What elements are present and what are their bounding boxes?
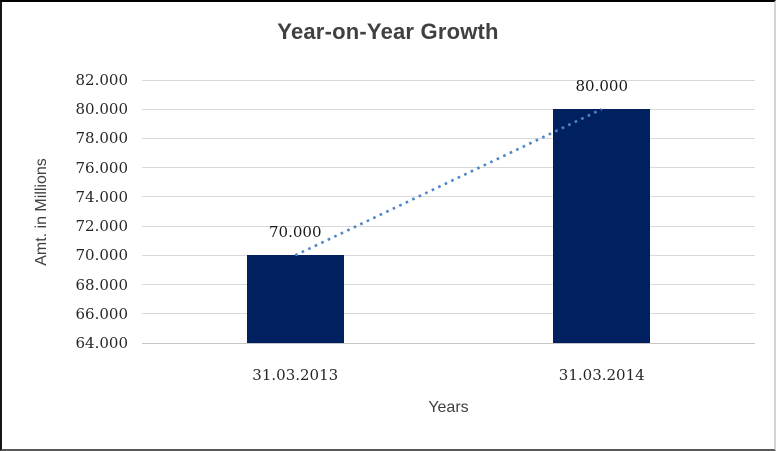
x-axis-tick-label: 31.03.2014 [558, 366, 645, 384]
y-axis-tick-label: 76.000 [75, 158, 129, 177]
gridline [142, 167, 755, 169]
y-axis-tick-label: 66.000 [75, 304, 129, 323]
bar-31.03.2013 [246, 255, 344, 343]
y-axis-tick-label: 78.000 [75, 129, 129, 148]
x-axis-line [142, 342, 755, 344]
chart-title: Year-on-Year Growth [277, 19, 499, 44]
gridline [142, 284, 755, 286]
x-axis-tick-label: 31.03.2013 [252, 366, 339, 384]
y-axis-tick-label: 82.000 [75, 71, 129, 89]
gridline [142, 225, 755, 227]
y-axis-tick-label: 72.000 [75, 217, 129, 236]
bar-value-label: 70.000 [269, 223, 322, 242]
bar-31.03.2014 [553, 109, 651, 343]
gridline [142, 137, 755, 139]
y-axis-tick-label: 74.000 [75, 187, 129, 206]
y-axis-tick-label: 80.000 [75, 100, 129, 119]
y-axis-tick-label: 70.000 [75, 246, 129, 265]
gridline [142, 313, 755, 315]
y-axis-tick-label: 64.000 [75, 334, 129, 352]
x-axis-title: Years [428, 399, 469, 416]
gridline [142, 196, 755, 198]
bar-value-label: 80.000 [575, 77, 629, 96]
gridline [142, 79, 755, 81]
gridline [142, 108, 755, 110]
y-axis-tick-label: 68.000 [75, 275, 129, 294]
gridline [142, 254, 755, 256]
